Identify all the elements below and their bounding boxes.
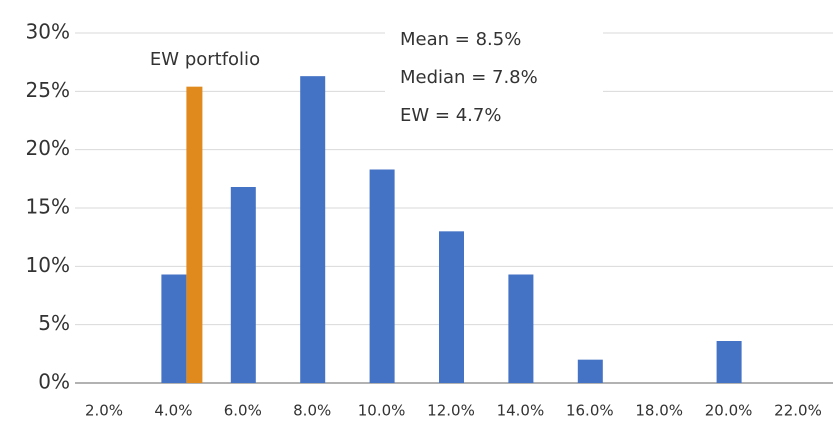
series-label: EW portfolio <box>150 49 260 70</box>
x-tick-label: 6.0% <box>224 402 262 420</box>
y-tick-label: 15% <box>26 195 70 219</box>
x-tick-label: 10.0% <box>358 402 406 420</box>
x-tick-label: 14.0% <box>497 402 545 420</box>
y-tick-label: 0% <box>38 370 70 394</box>
x-tick-label: 16.0% <box>566 402 614 420</box>
bar <box>508 274 534 383</box>
x-tick-label: 20.0% <box>705 402 753 420</box>
x-tick-label: 22.0% <box>774 402 822 420</box>
y-tick-label: 30% <box>26 20 70 44</box>
y-tick-label: 25% <box>26 78 70 102</box>
x-tick-label: 18.0% <box>635 402 683 420</box>
x-tick-label: 4.0% <box>154 402 192 420</box>
bar <box>230 187 256 383</box>
y-tick-label: 20% <box>26 136 70 160</box>
x-tick-label: 2.0% <box>85 402 123 420</box>
annotation-box <box>385 20 603 138</box>
x-tick-label: 8.0% <box>293 402 331 420</box>
x-tick-label: 12.0% <box>427 402 475 420</box>
bar <box>300 76 326 384</box>
annotation: Mean = 8.5% <box>400 29 521 50</box>
bar <box>369 169 395 383</box>
y-tick-label: 5% <box>38 311 70 335</box>
bar <box>186 86 203 384</box>
annotation: EW = 4.7% <box>400 105 501 126</box>
annotation: Median = 7.8% <box>400 67 538 88</box>
bar <box>577 359 603 383</box>
bar <box>439 231 464 383</box>
y-tick-label: 10% <box>26 253 70 277</box>
bar <box>716 341 742 383</box>
bar <box>161 274 187 383</box>
